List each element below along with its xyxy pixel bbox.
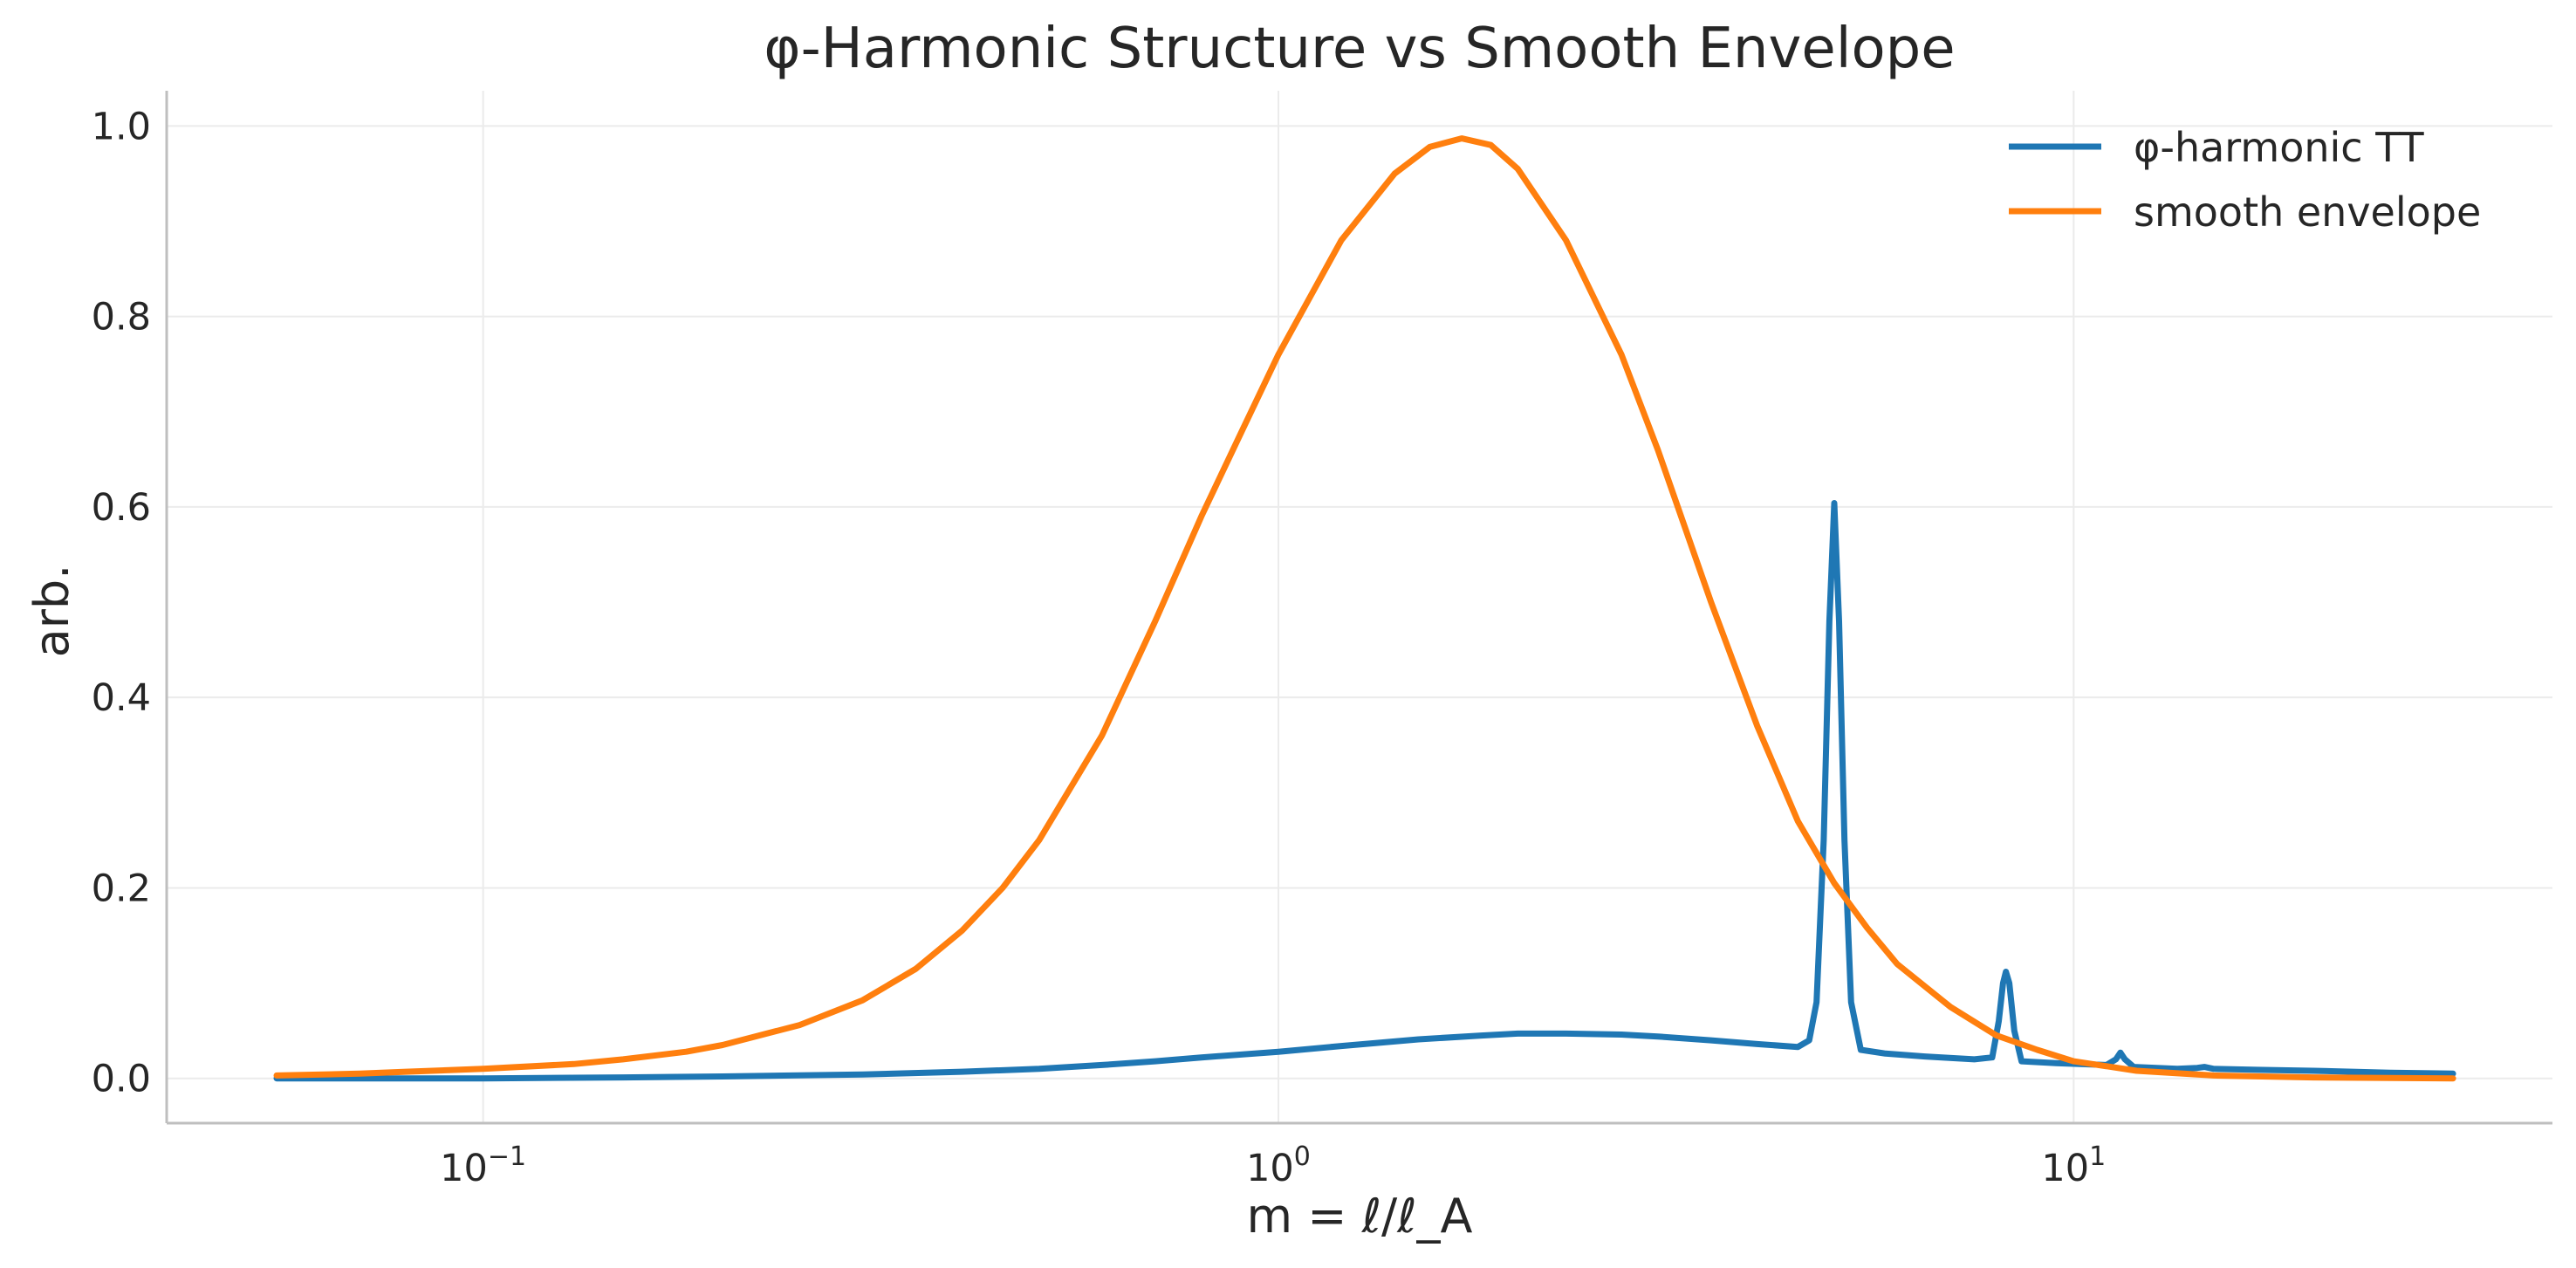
x-tick-label: 100 <box>1246 1141 1311 1190</box>
x-tick-label: 101 <box>2041 1141 2106 1190</box>
series-line-smooth-envelope <box>273 135 2456 1082</box>
y-tick-label: 0.0 <box>92 1058 151 1101</box>
x-axis-label: m = ℓ/ℓ_A <box>1247 1189 1473 1244</box>
series-layer <box>273 135 2456 1082</box>
x-tick-label: 10−1 <box>440 1141 526 1190</box>
y-axis-label: arb. <box>24 565 79 658</box>
y-tick-label: 0.4 <box>92 676 151 720</box>
y-tick-label: 0.6 <box>92 486 151 530</box>
grid <box>167 91 2552 1123</box>
chart-title: φ-Harmonic Structure vs Smooth Envelope <box>764 17 1955 81</box>
series-line-phi-harmonic <box>273 500 2456 1082</box>
tick-labels: 0.0 0.2 0.4 0.6 0.8 1.0 10−1 100 101 <box>92 105 2107 1190</box>
y-tick-label: 1.0 <box>92 105 151 148</box>
legend-label-phi-harmonic: φ-harmonic TT <box>2134 124 2424 171</box>
legend-label-smooth-envelope: smooth envelope <box>2134 188 2481 236</box>
legend: φ-harmonic TT smooth envelope <box>2009 124 2481 236</box>
y-tick-label: 0.2 <box>92 867 151 910</box>
y-tick-label: 0.8 <box>92 296 151 339</box>
